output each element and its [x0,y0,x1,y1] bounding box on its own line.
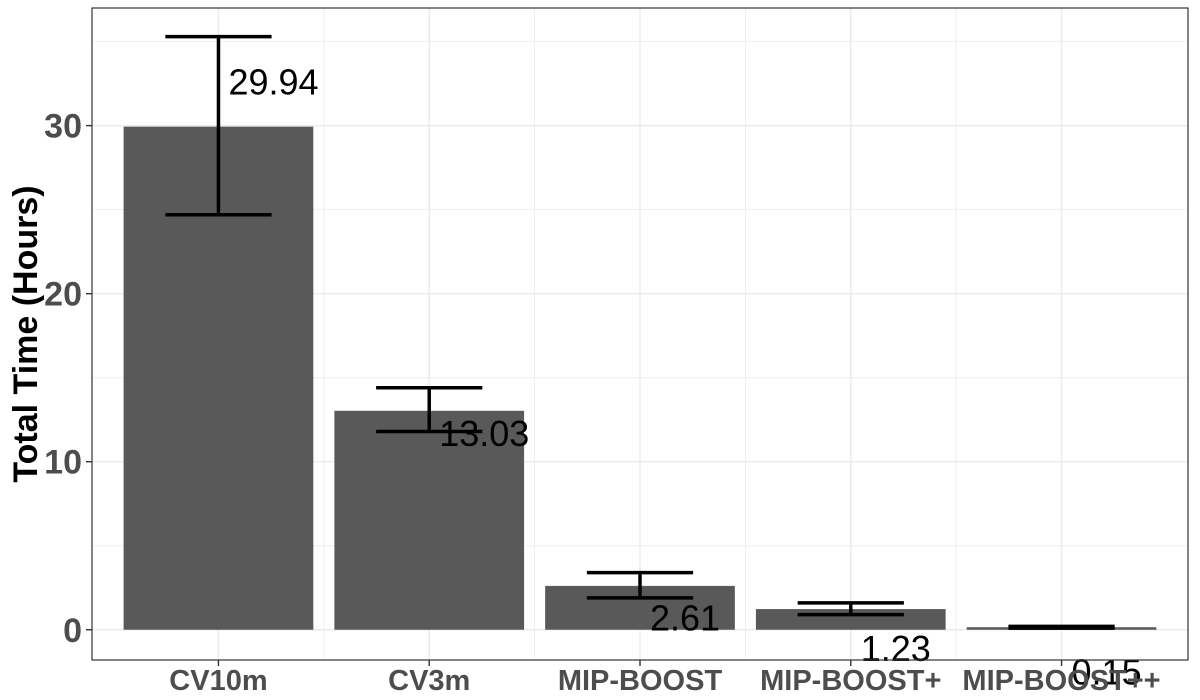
y-tick-label: 30 [44,108,82,146]
y-tick-label: 20 [44,276,82,314]
x-tick-label: CV3m [388,665,470,697]
data-label: 0.15 [1072,651,1142,692]
y-axis-ticks: 0 10 20 30 [44,108,92,650]
data-label: 29.94 [228,62,318,103]
y-tick-label: 10 [44,444,82,482]
error-bars [165,34,1115,630]
data-label: 2.61 [650,598,720,639]
data-label: 1.23 [861,628,931,669]
bar-cv3m [334,410,525,630]
data-label: 13.03 [439,413,529,454]
x-tick-label: MIP-BOOST++ [962,665,1160,697]
y-tick-label: 0 [63,612,82,650]
data-labels: 29.94 13.03 2.61 1.23 0.15 [228,62,1141,693]
x-tick-label: CV10m [169,665,267,697]
x-tick-label: MIP-BOOST [558,665,723,697]
y-axis-label: Total Time (Hours) [7,185,45,482]
x-axis-ticks: CV10m CV3m MIP-BOOST MIP-BOOST+ MIP-BOOST++ [169,660,1161,697]
x-tick-label: MIP-BOOST+ [760,665,941,697]
